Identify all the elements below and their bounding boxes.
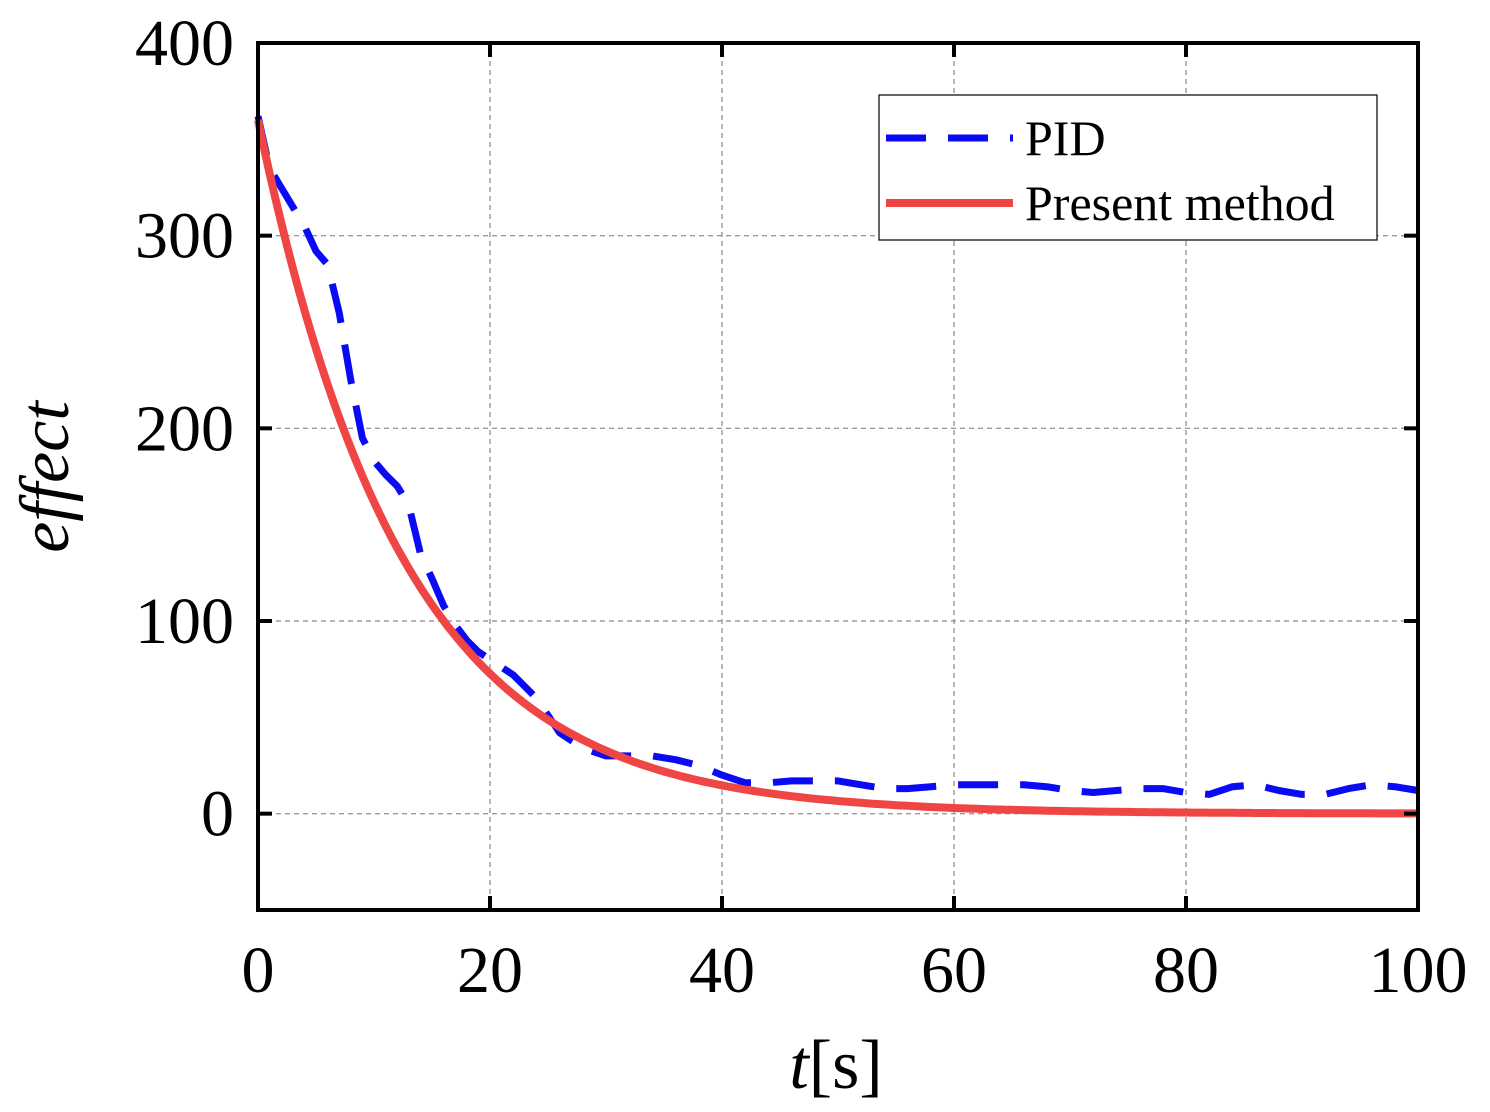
series-line-present-method: [254, 119, 1418, 818]
tick-layer: 0 20 40 60 80 100 0 100 200 300 400: [135, 7, 1468, 1007]
legend-label-present-method: Present method: [1025, 175, 1335, 231]
plot-frame: [256, 41, 1420, 912]
x-tick-label: 40: [689, 934, 755, 1007]
axes-layer: [256, 41, 1420, 912]
x-axis-title: t[s]: [789, 1027, 882, 1104]
x-tick-label: 20: [457, 934, 523, 1007]
y-tick-label: 400: [135, 7, 234, 80]
x-tick-label: 60: [921, 934, 987, 1007]
legend: PID Present method: [878, 94, 1378, 241]
series-line-pid: [254, 115, 1419, 798]
y-tick-label: 100: [135, 585, 234, 658]
legend-label-pid: PID: [1025, 110, 1106, 166]
y-tick-label: 300: [135, 200, 234, 273]
x-tick-label: 80: [1153, 934, 1219, 1007]
x-tick-label: 0: [242, 934, 275, 1007]
series-layer: [254, 115, 1419, 818]
x-axis-title-italic: t: [789, 1027, 810, 1104]
y-tick-label: 200: [135, 392, 234, 465]
y-axis-title: effect: [7, 400, 84, 553]
x-tick-label: 100: [1369, 934, 1468, 1007]
y-tick-label: 0: [201, 778, 234, 851]
legend-box: [878, 94, 1378, 241]
x-axis-title-unit: [s]: [809, 1027, 883, 1104]
